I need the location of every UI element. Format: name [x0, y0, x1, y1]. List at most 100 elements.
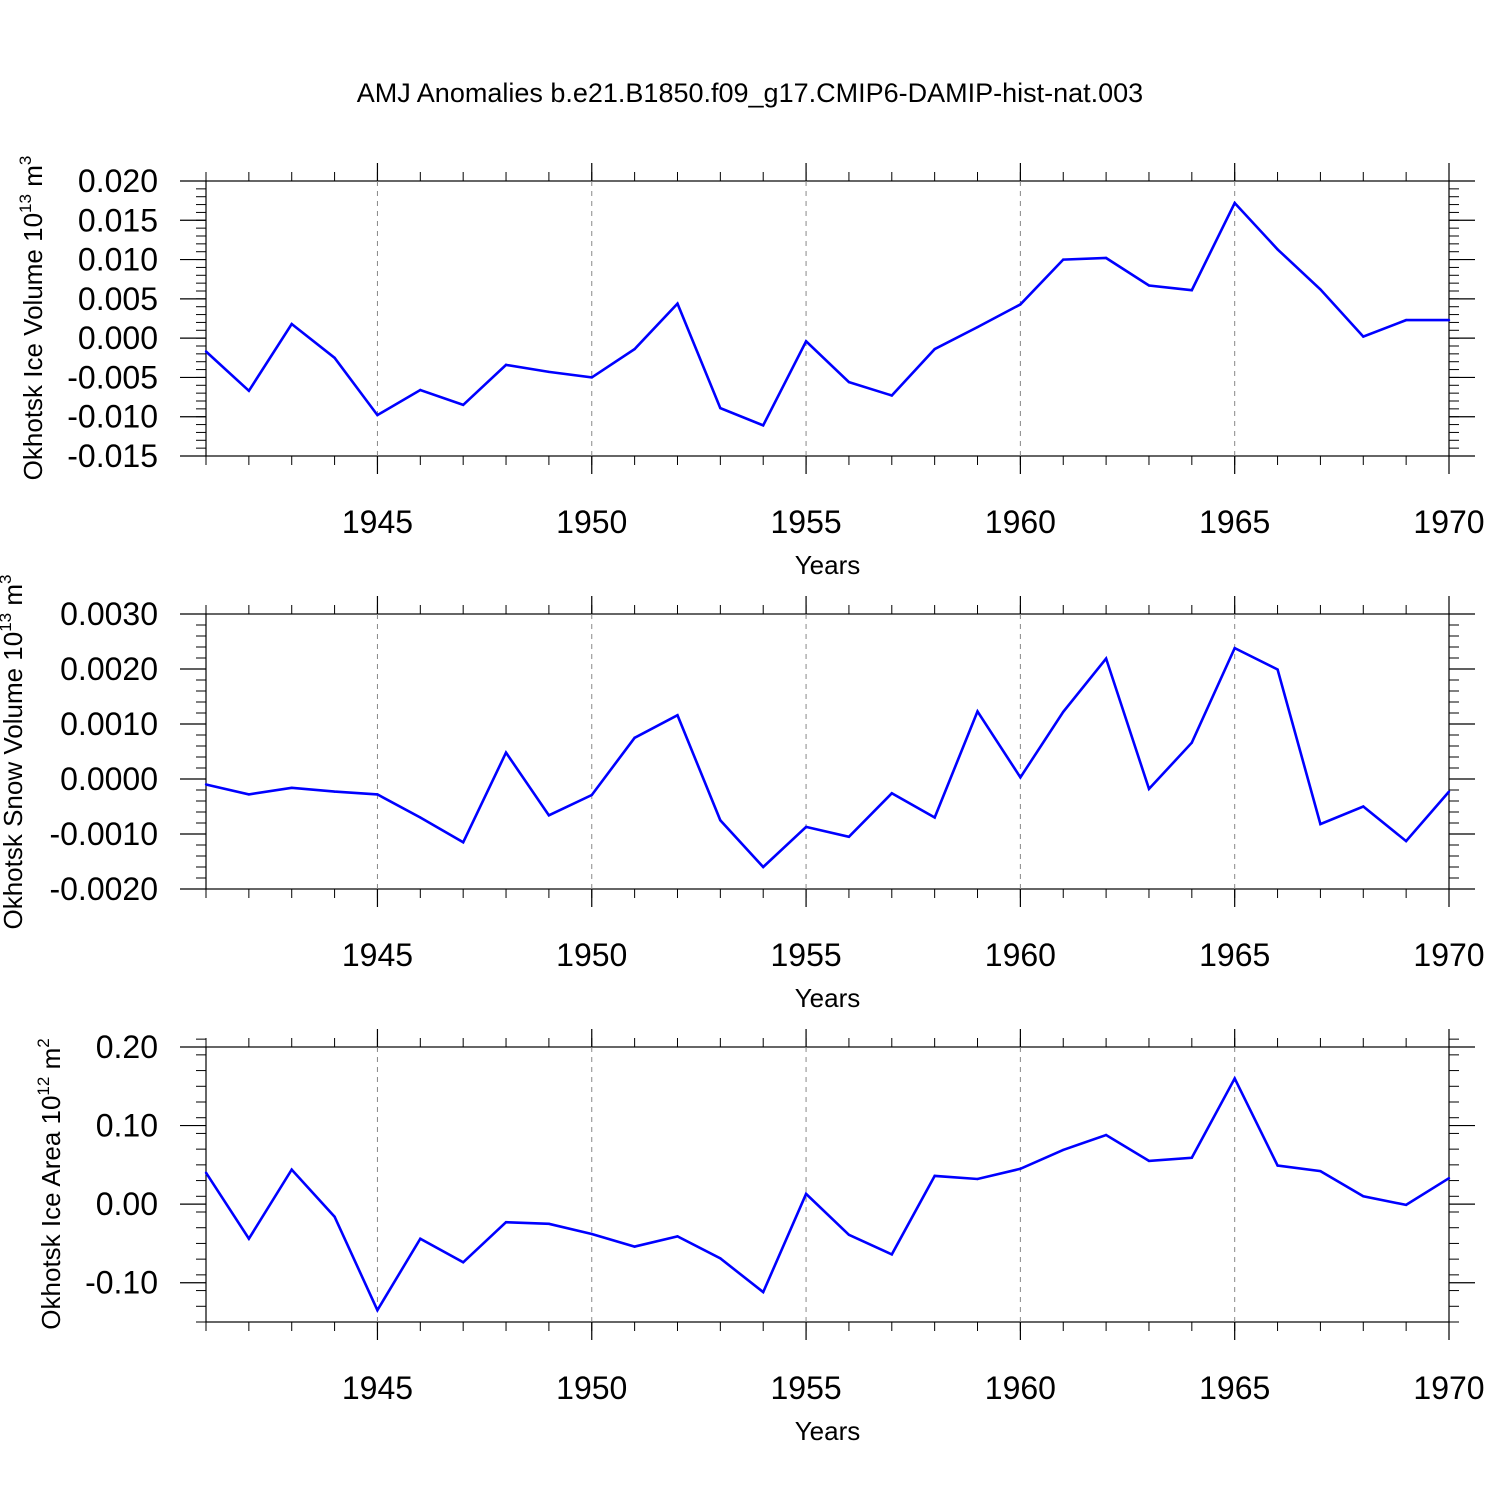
data-point [461, 841, 465, 844]
data-point [1104, 256, 1108, 260]
data-point [504, 363, 508, 367]
data-point [247, 1237, 251, 1240]
y-tick-label: -0.0020 [49, 871, 158, 907]
data-point [976, 1177, 979, 1181]
data-point [762, 1290, 765, 1294]
data-point [204, 1171, 208, 1174]
y-axis-title: Okhotsk Snow Volume 1013 m3 [0, 575, 28, 930]
data-point [1404, 1203, 1408, 1207]
data-point [1233, 1077, 1236, 1080]
data-point [1104, 1133, 1108, 1137]
data-point [847, 380, 851, 384]
data-point [719, 1257, 722, 1260]
x-tick-label: 1970 [1413, 1370, 1484, 1406]
data-point [590, 376, 593, 379]
y-axis-title: Okhotsk Ice Area 1012 m2 [34, 1038, 66, 1329]
data-point [976, 710, 979, 713]
data-point [1190, 1156, 1194, 1159]
y-tick-label: 0.0020 [60, 651, 158, 687]
x-axis-title: Years [795, 983, 861, 1013]
data-point [1190, 741, 1194, 744]
x-tick-label: 1945 [342, 504, 413, 540]
y-axis-title: Okhotsk Ice Volume 1013 m3 [16, 156, 48, 481]
data-point [333, 790, 336, 793]
data-point [376, 1309, 379, 1312]
y-tick-label: 0.020 [78, 163, 158, 199]
y-tick-label: -0.015 [67, 438, 158, 474]
y-tick-label: 0.10 [96, 1108, 158, 1144]
x-tick-label: 1965 [1199, 504, 1270, 540]
x-axis-title: Years [795, 1416, 861, 1446]
data-point [1447, 1177, 1451, 1180]
data-point [719, 819, 722, 822]
data-point [547, 814, 551, 817]
data-point [890, 1253, 893, 1256]
data-point [847, 835, 851, 838]
data-point [590, 1232, 593, 1236]
data-point [1319, 1169, 1322, 1173]
x-tick-label: 1970 [1413, 937, 1484, 973]
x-tick-label: 1950 [556, 937, 627, 973]
y-tick-label: 0.0030 [60, 596, 158, 632]
data-point [333, 356, 336, 359]
y-tick-label: 0.000 [78, 320, 158, 356]
x-tick-label: 1960 [985, 504, 1056, 540]
plot-frame [205, 1046, 1450, 1323]
data-point [633, 347, 636, 351]
data-point [762, 865, 765, 869]
data-point [290, 1168, 293, 1171]
data-point [419, 816, 422, 819]
data-point [290, 322, 293, 326]
data-point [1319, 822, 1322, 826]
data-point [547, 1222, 551, 1225]
data-point [204, 783, 208, 786]
data-point [1062, 1148, 1065, 1152]
series-line [205, 200, 1449, 428]
chart-title: AMJ Anomalies b.e21.B1850.f09_g17.CMIP6-… [356, 78, 1144, 108]
data-point [676, 1235, 679, 1238]
data-point [933, 1174, 936, 1178]
panel-2: 1945 1950 1955 1960 1965 1970 0.0030 0.0020 0.00… [0, 575, 1485, 1014]
data-point [890, 792, 893, 795]
data-point [419, 1237, 422, 1240]
data-point [1319, 288, 1322, 291]
data-point [376, 413, 379, 417]
x-tick-label: 1960 [985, 1370, 1056, 1406]
y-tick-label: 0.0010 [60, 706, 158, 742]
data-point [1190, 289, 1194, 292]
data-point [804, 340, 808, 343]
data-point [1147, 1159, 1151, 1163]
data-point [1404, 839, 1408, 843]
y-tick-label: 0.015 [78, 202, 158, 238]
data-point [676, 302, 679, 305]
data-point [1147, 284, 1151, 287]
data-point [461, 403, 465, 407]
data-point [719, 406, 722, 410]
data-point [890, 394, 893, 397]
data-point [1404, 318, 1408, 322]
x-tick-label: 1945 [342, 1370, 413, 1406]
y-tick-label: 0.20 [96, 1029, 158, 1065]
data-point [762, 424, 765, 427]
data-point [247, 793, 251, 796]
x-tick-label: 1950 [556, 504, 627, 540]
x-tick-label: 1960 [985, 937, 1056, 973]
y-tick-label: -0.10 [85, 1265, 158, 1301]
data-point [547, 370, 551, 374]
data-point [804, 825, 808, 829]
data-point [676, 714, 679, 717]
plot-frame [205, 613, 1450, 890]
data-point [590, 793, 593, 797]
x-tick-label: 1965 [1199, 1370, 1270, 1406]
y-tick-label: 0.010 [78, 242, 158, 278]
y-tick-label: 0.005 [78, 281, 158, 317]
x-tick-label: 1955 [770, 1370, 841, 1406]
data-point [976, 325, 979, 329]
x-tick-label: 1955 [770, 504, 841, 540]
y-tick-label: 0.0000 [60, 761, 158, 797]
y-tick-label: -0.010 [67, 399, 158, 435]
data-point [290, 786, 293, 789]
data-point [804, 1192, 808, 1196]
data-point [933, 816, 936, 819]
panel-3: 1945 1950 1955 1960 1965 1970 0.20 0.10 0.00 -0.1… [34, 1029, 1485, 1446]
